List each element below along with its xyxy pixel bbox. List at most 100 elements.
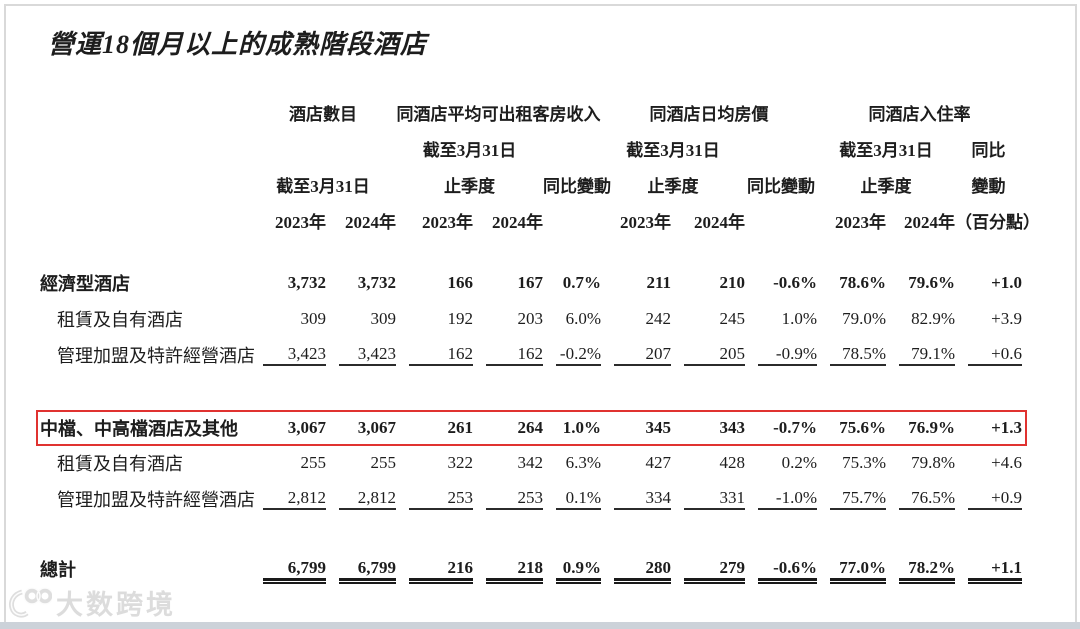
table-row-midscale-leased: 租賃及自有酒店 255 255 322 342 6.3% 427 428 0.2… <box>40 445 1022 481</box>
cell-occ-yoy: +4.6 <box>991 453 1022 472</box>
cell-hotels-2024: 6,799 <box>339 558 396 584</box>
header-line-period-1: 截至3月31日 截至3月31日 截至3月31日 同比 <box>40 130 1022 166</box>
table-row-economy-leased: 租賃及自有酒店 309 309 192 203 6.0% 242 245 1.0… <box>40 301 1022 337</box>
cell-revpar-yoy: -0.2% <box>556 344 601 366</box>
cell-occ-2023: 78.6% <box>839 273 886 292</box>
cell-revpar-yoy: 0.9% <box>556 558 601 584</box>
cell-hotels-2024: 3,067 <box>357 418 396 437</box>
row-label: 經濟型酒店 <box>40 274 130 294</box>
header-year: 2024年 <box>694 212 745 232</box>
cell-revpar-2023: 162 <box>409 344 473 366</box>
header-adr-period: 截至3月31日 <box>626 140 720 160</box>
cell-hotels-2024: 309 <box>370 309 397 328</box>
header-occupancy-title: 同酒店入住率 <box>868 104 971 124</box>
header-line-years: 2023年 2024年 2023年 2024年 2023年 2024年 2023… <box>40 202 1040 238</box>
cell-revpar-2023: 192 <box>447 309 474 328</box>
cell-hotels-2023: 255 <box>300 453 327 472</box>
cell-occ-2024: 79.6% <box>908 273 955 292</box>
header-revpar-title: 同酒店平均可出租客房收入 <box>396 104 601 124</box>
header-revpar-quarter: 止季度 <box>444 176 495 196</box>
header-occupancy-yoy-2: 變動 <box>971 176 1006 196</box>
cell-revpar-yoy: 0.7% <box>562 273 601 292</box>
table-row-economy-franchised: 管理加盟及特許經營酒店 3,423 3,423 162 162 -0.2% 20… <box>40 337 1022 373</box>
header-year: 2023年 <box>835 212 886 232</box>
cell-occ-2023: 78.5% <box>830 344 886 366</box>
cell-revpar-2024: 264 <box>517 418 544 437</box>
cell-occ-yoy: +1.1 <box>968 558 1022 584</box>
cell-adr-2023: 207 <box>614 344 671 366</box>
cell-revpar-2024: 253 <box>486 488 543 510</box>
cell-occ-2024: 76.9% <box>908 418 955 437</box>
header-revpar-yoy: 同比變動 <box>543 176 611 196</box>
cell-occ-2024: 79.8% <box>911 453 955 472</box>
cell-adr-yoy: -0.6% <box>773 273 817 292</box>
mature-hotels-table: 酒店數目 同酒店平均可出租客房收入 同酒店日均房價 同酒店入住率 截至3月31日… <box>36 94 1040 587</box>
cell-occ-2023: 75.7% <box>830 488 886 510</box>
header-occupancy-yoy-unit: （百分點） <box>955 212 1040 232</box>
row-label: 管理加盟及特許經營酒店 <box>57 490 255 510</box>
cell-adr-2023: 242 <box>645 309 672 328</box>
cell-hotels-2024: 255 <box>370 453 397 472</box>
row-label: 租賃及自有酒店 <box>57 310 183 330</box>
table-body: 經濟型酒店 3,732 3,732 166 167 0.7% 211 210 -… <box>36 265 1027 587</box>
row-label: 總計 <box>40 560 76 580</box>
cell-adr-2024: 428 <box>719 453 746 472</box>
watermark-logo-icon <box>9 586 52 618</box>
cell-adr-yoy: 1.0% <box>781 309 817 328</box>
header-occupancy-period: 截至3月31日 <box>839 140 933 160</box>
cell-adr-2024: 245 <box>719 309 746 328</box>
cell-hotels-2023: 3,423 <box>263 344 326 366</box>
cell-adr-yoy: -0.9% <box>758 344 817 366</box>
header-occupancy-yoy-1: 同比 <box>971 140 1006 160</box>
cell-adr-yoy: -0.6% <box>758 558 817 584</box>
header-adr-title: 同酒店日均房價 <box>649 104 769 124</box>
header-line-period-2: 截至3月31日 止季度 同比變動 止季度 同比變動 止季度 變動 <box>40 166 1022 202</box>
cell-hotels-2023: 6,799 <box>263 558 326 584</box>
table-row-midscale-highlighted: 中檔、中高檔酒店及其他 3,067 3,067 261 264 1.0% 345… <box>36 410 1027 446</box>
cell-occ-2023: 77.0% <box>830 558 886 584</box>
header-revpar-period: 截至3月31日 <box>422 140 517 160</box>
cell-revpar-2023: 322 <box>447 453 474 472</box>
cell-occ-yoy: +0.9 <box>968 488 1022 510</box>
cell-occ-2024: 79.1% <box>899 344 955 366</box>
table-header: 酒店數目 同酒店平均可出租客房收入 同酒店日均房價 同酒店入住率 截至3月31日… <box>40 94 1040 238</box>
cell-revpar-yoy: 6.0% <box>565 309 601 328</box>
row-label: 管理加盟及特許經營酒店 <box>57 346 255 366</box>
cell-occ-yoy: +1.0 <box>991 273 1022 292</box>
cell-revpar-2024: 342 <box>517 453 544 472</box>
cell-revpar-yoy: 6.3% <box>565 453 601 472</box>
cell-hotels-2024: 2,812 <box>339 488 396 510</box>
cell-revpar-2024: 203 <box>517 309 544 328</box>
cell-revpar-2024: 167 <box>517 273 544 292</box>
header-year: 2024年 <box>904 212 955 232</box>
header-adr-yoy: 同比變動 <box>747 176 815 196</box>
cell-revpar-2023: 261 <box>447 418 474 437</box>
cell-occ-2023: 75.6% <box>839 418 886 437</box>
cell-hotels-2023: 3,732 <box>287 273 326 292</box>
cell-adr-yoy: -1.0% <box>758 488 817 510</box>
table-row-midscale-franchised: 管理加盟及特許經營酒店 2,812 2,812 253 253 0.1% 334… <box>40 481 1022 517</box>
header-occupancy-quarter: 止季度 <box>860 176 912 196</box>
page-title: 營運18個月以上的成熟階段酒店 <box>48 30 428 59</box>
cell-revpar-2024: 162 <box>486 344 543 366</box>
header-hotel-count-period: 截至3月31日 <box>276 176 370 196</box>
header-year: 2023年 <box>275 212 326 232</box>
header-year: 2023年 <box>422 212 473 232</box>
header-hotel-count-title: 酒店數目 <box>289 104 357 124</box>
cell-occ-yoy: +1.3 <box>991 418 1022 437</box>
row-label: 租賃及自有酒店 <box>57 454 183 474</box>
cell-revpar-2024: 218 <box>486 558 543 584</box>
cell-revpar-2023: 216 <box>409 558 473 584</box>
cell-occ-2024: 82.9% <box>911 309 955 328</box>
cell-adr-2024: 210 <box>719 273 746 292</box>
cell-occ-2023: 79.0% <box>842 309 886 328</box>
cell-hotels-2023: 2,812 <box>263 488 326 510</box>
cell-hotels-2023: 309 <box>300 309 327 328</box>
cell-adr-yoy: -0.7% <box>773 418 817 437</box>
cell-revpar-yoy: 0.1% <box>556 488 601 510</box>
header-line-group-titles: 酒店數目 同酒店平均可出租客房收入 同酒店日均房價 同酒店入住率 <box>40 94 1022 130</box>
table-row-economy: 經濟型酒店 3,732 3,732 166 167 0.7% 211 210 -… <box>40 265 1022 301</box>
cell-adr-2024: 343 <box>719 418 746 437</box>
cell-adr-2023: 427 <box>645 453 672 472</box>
header-year: 2024年 <box>345 212 396 232</box>
